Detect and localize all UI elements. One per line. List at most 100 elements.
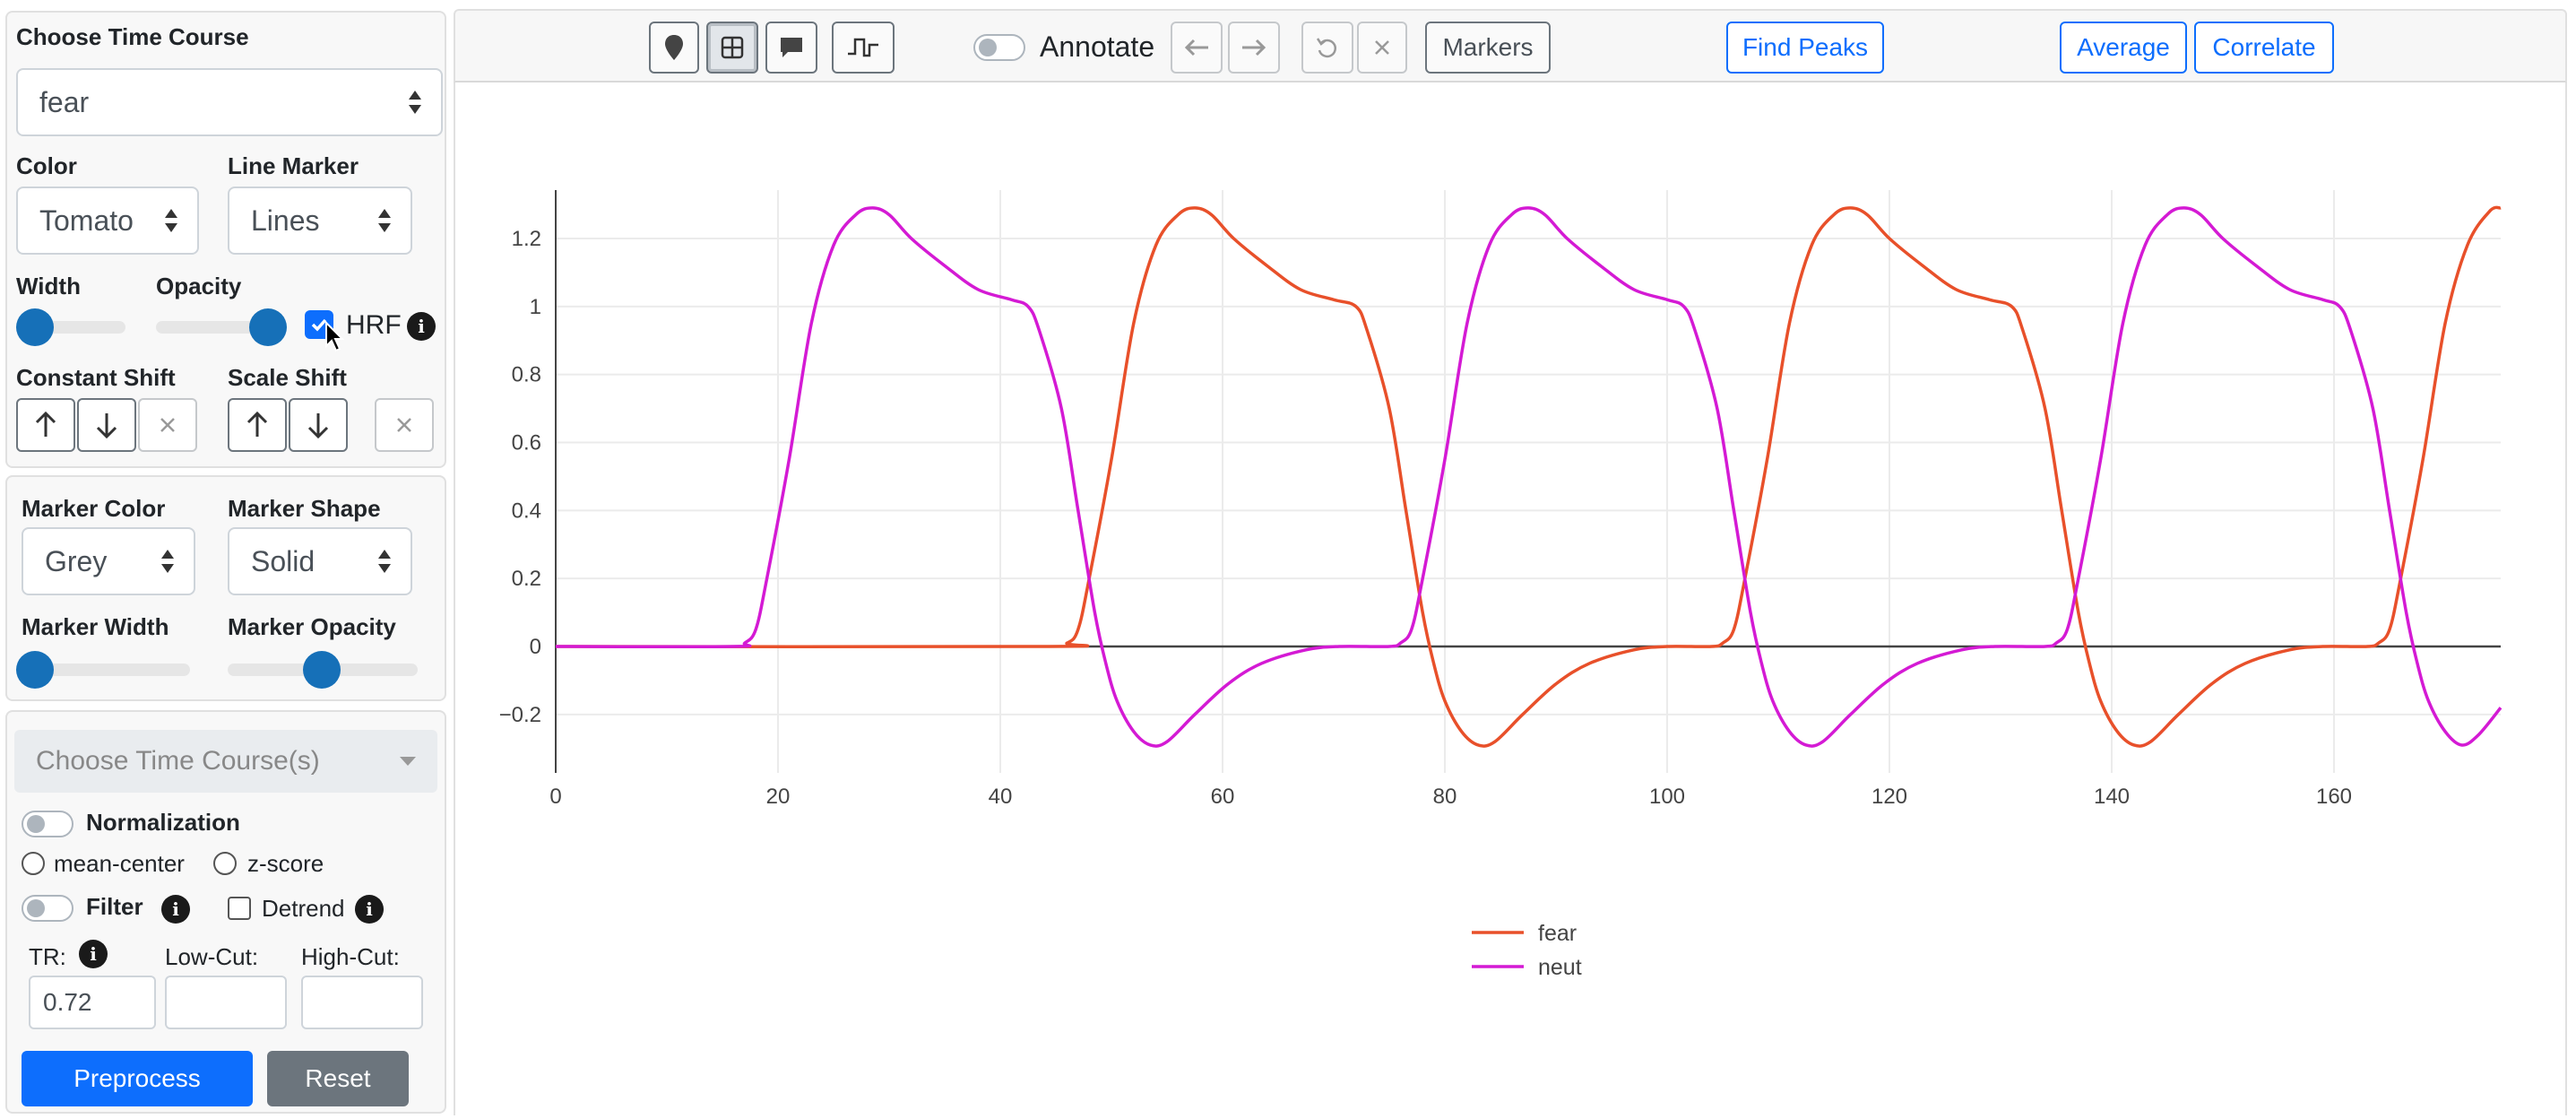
hrf-info-icon[interactable]: i — [407, 312, 436, 341]
color-select[interactable]: Tomato — [16, 186, 199, 255]
x-tick-label: 0 — [549, 785, 561, 809]
map-pin-icon — [665, 35, 683, 60]
time-courses-multiselect[interactable]: Choose Time Course(s) — [14, 730, 437, 793]
scale-shift-down-button[interactable] — [289, 398, 348, 452]
filter-info-icon[interactable]: i — [161, 895, 190, 924]
series-line-neut[interactable] — [555, 206, 2503, 748]
time-course-select[interactable]: fear — [16, 68, 443, 136]
undo-button[interactable] — [1301, 22, 1353, 74]
filter-toggle[interactable] — [22, 895, 73, 922]
reset-button[interactable]: Reset — [267, 1051, 409, 1106]
marker-shape-select-value: Solid — [251, 544, 316, 577]
grid-button[interactable] — [706, 22, 758, 74]
toggle-knob — [979, 39, 997, 56]
marker-color-select-value: Grey — [45, 544, 108, 577]
comment-button[interactable] — [765, 22, 817, 74]
highcut-input[interactable] — [301, 976, 423, 1029]
marker-shape-select[interactable]: Solid — [228, 527, 412, 595]
constant-shift-down-button[interactable] — [77, 398, 136, 452]
mean-center-radio[interactable] — [22, 852, 45, 875]
plot-area[interactable]: 0 20 40 60 80 100 120 140 160 −0.2 0 0.2 0.4 0.6 0.8 1 1… — [454, 82, 2567, 1115]
average-button[interactable]: Average — [2060, 22, 2187, 74]
opacity-slider[interactable] — [156, 308, 287, 346]
arrow-down-icon — [307, 413, 329, 439]
correlate-button[interactable]: Correlate — [2194, 22, 2334, 74]
hrf-label: HRF — [346, 310, 402, 340]
previous-button[interactable] — [1171, 22, 1223, 74]
tr-label: TR: — [29, 943, 66, 970]
marker-width-slider-handle[interactable] — [16, 651, 54, 689]
grid-icon — [721, 36, 744, 59]
signal-button[interactable] — [832, 22, 895, 74]
plot-toolbar: Annotate Markers Find Peaks Average Corr… — [454, 9, 2567, 82]
step-signal-icon — [848, 38, 878, 57]
normalization-label: Normalization — [86, 809, 240, 836]
select-arrows-icon — [165, 209, 177, 232]
find-peaks-button[interactable]: Find Peaks — [1726, 22, 1884, 74]
markers-button[interactable]: Markers — [1425, 22, 1551, 74]
scale-shift-label: Scale Shift — [228, 364, 347, 391]
time-course-chart[interactable]: 0 20 40 60 80 100 120 140 160 −0.2 0 0.2 0.4 0.6 0.8 1 1… — [455, 82, 2565, 1115]
filter-label: Filter — [86, 893, 143, 920]
next-button[interactable] — [1228, 22, 1280, 74]
select-arrows-icon — [161, 550, 174, 573]
constant-shift-up-button[interactable] — [16, 398, 75, 452]
width-slider-handle[interactable] — [16, 308, 54, 346]
x-tick-label: 100 — [1649, 785, 1685, 809]
arrow-up-icon — [35, 411, 56, 437]
tr-info-icon[interactable]: i — [79, 940, 108, 968]
line-marker-select[interactable]: Lines — [228, 186, 412, 255]
toggle-knob — [27, 815, 45, 833]
arrow-down-icon — [96, 413, 117, 439]
tr-input[interactable]: 0.72 — [29, 976, 156, 1029]
x-tick-label: 20 — [766, 785, 791, 809]
x-tick-label: 120 — [1871, 785, 1907, 809]
tr-input-value: 0.72 — [43, 988, 92, 1016]
preprocess-button[interactable]: Preprocess — [22, 1051, 253, 1106]
detrend-label: Detrend — [262, 895, 345, 922]
marker-opacity-label: Marker Opacity — [228, 613, 396, 640]
x-tick-label: 40 — [989, 785, 1013, 809]
y-tick-label: 0.8 — [512, 363, 541, 387]
series-line-fear[interactable] — [555, 205, 2502, 748]
highcut-label: High-Cut: — [301, 943, 400, 970]
marker-width-label: Marker Width — [22, 613, 169, 640]
constant-shift-reset-button[interactable] — [138, 398, 197, 452]
choose-time-course-label: Choose Time Course — [16, 23, 249, 50]
zscore-radio[interactable] — [213, 852, 237, 875]
x-tick-label: 160 — [2316, 785, 2352, 809]
scale-shift-up-button[interactable] — [228, 398, 287, 452]
opacity-label: Opacity — [156, 273, 242, 299]
marker-opacity-slider[interactable] — [228, 651, 418, 689]
y-tick-label: 1.2 — [512, 227, 541, 251]
close-icon — [160, 418, 175, 432]
x-tick-label: 140 — [2094, 785, 2130, 809]
clear-button[interactable] — [1357, 22, 1407, 74]
marker-opacity-slider-handle[interactable] — [303, 651, 341, 689]
lowcut-input[interactable] — [165, 976, 287, 1029]
y-tick-label: 1 — [530, 295, 541, 319]
legend-label-neut[interactable]: neut — [1538, 955, 1582, 980]
marker-color-select[interactable]: Grey — [22, 527, 195, 595]
marker-shape-label: Marker Shape — [228, 495, 381, 522]
y-tick-label: −0.2 — [499, 703, 541, 727]
annotate-label: Annotate — [1040, 30, 1155, 63]
detrend-info-icon[interactable]: i — [355, 895, 384, 924]
select-arrows-icon — [378, 550, 391, 573]
pin-button[interactable] — [649, 22, 699, 74]
arrow-left-icon — [1184, 39, 1208, 56]
opacity-slider-handle[interactable] — [249, 308, 287, 346]
normalization-toggle[interactable] — [22, 811, 73, 837]
lowcut-label: Low-Cut: — [165, 943, 259, 970]
y-tick-label: 0.4 — [512, 499, 541, 523]
close-icon — [397, 418, 411, 432]
width-slider[interactable] — [16, 308, 125, 346]
annotate-toggle[interactable] — [973, 34, 1025, 61]
legend-label-fear[interactable]: fear — [1538, 921, 1577, 946]
line-marker-select-value: Lines — [251, 204, 320, 237]
select-arrows-icon — [409, 91, 421, 114]
detrend-checkbox[interactable] — [228, 897, 251, 920]
zscore-label: z-score — [247, 850, 324, 877]
marker-width-slider[interactable] — [16, 651, 190, 689]
scale-shift-reset-button[interactable] — [375, 398, 434, 452]
